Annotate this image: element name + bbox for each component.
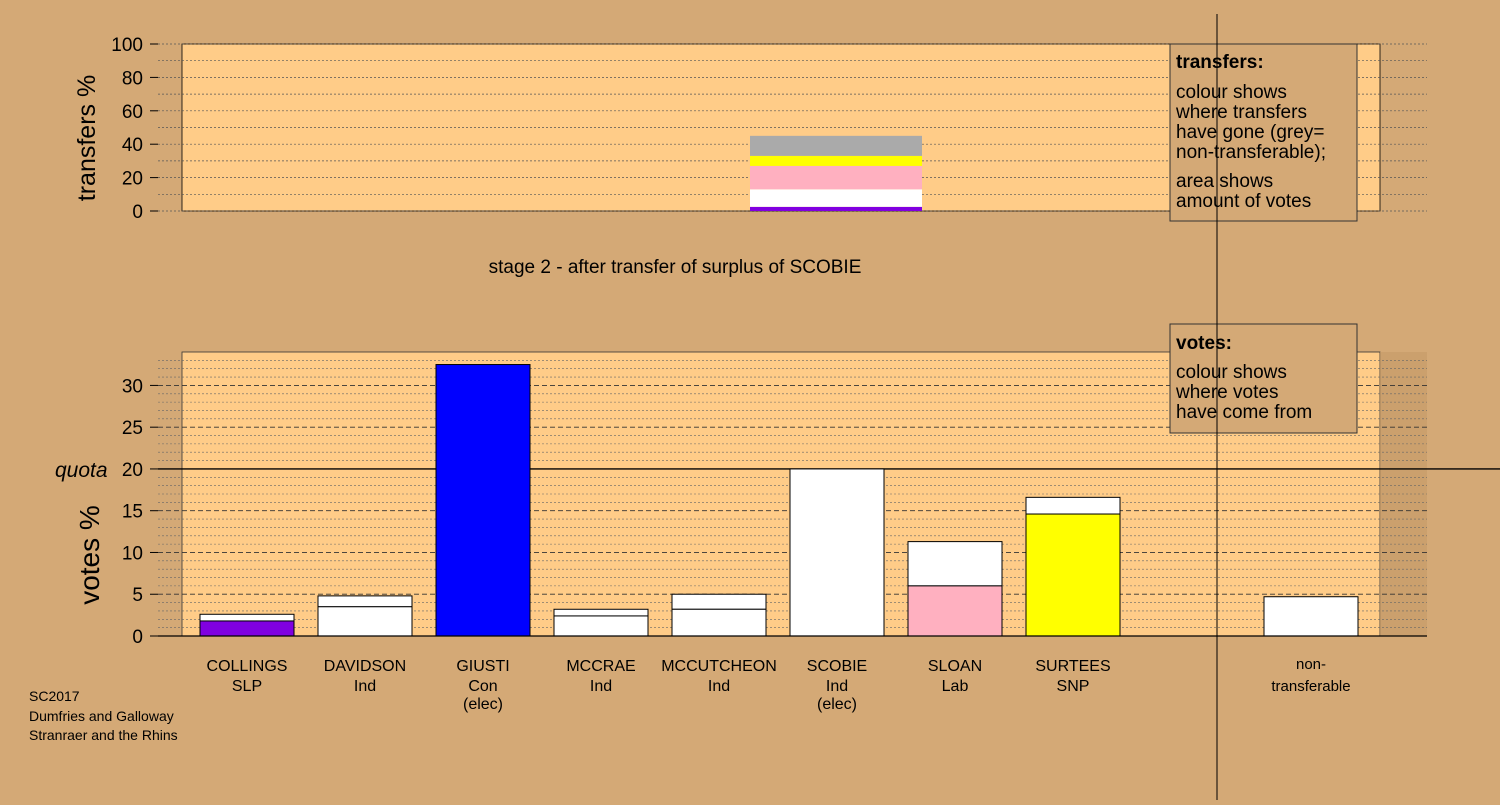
votes-legend-line: where votes	[1175, 382, 1278, 403]
transfers-y-tick-label: 100	[111, 35, 143, 56]
candidate-name-label: COLLINGS	[207, 658, 288, 675]
transfer-segment-grey	[750, 135, 922, 156]
candidate-name-label: GIUSTI	[456, 658, 509, 675]
vote-bar-first-pref-4	[671, 608, 767, 637]
transfer-segment-yellow	[750, 155, 922, 166]
candidate-name-label: SURTEES	[1035, 658, 1110, 675]
votes-legend-line: colour shows	[1176, 362, 1287, 383]
transfers-legend-line: area shows	[1176, 171, 1273, 192]
candidate-party-label: SLP	[232, 678, 262, 695]
stage-caption: stage 2 - after transfer of surplus of S…	[489, 257, 862, 278]
candidate-name-label: SLOAN	[928, 658, 982, 675]
transfers-legend-line: where transfers	[1175, 102, 1307, 123]
candidate-party-label: Ind	[708, 678, 730, 695]
candidate-party-label: Ind	[826, 678, 848, 695]
transfers-legend-title: transfers:	[1176, 52, 1264, 73]
votes-y-tick-label: 0	[132, 627, 143, 648]
votes-legend-box	[1169, 323, 1358, 434]
vote-bar-first-pref-7	[1025, 513, 1121, 637]
transfers-y-tick-label: 20	[122, 169, 143, 190]
quota-label: quota	[55, 459, 108, 482]
transfers-y-tick-label: 60	[122, 102, 143, 123]
candidate-name-label: MCCRAE	[566, 658, 635, 675]
footer-ward: Stranraer and the Rhins	[29, 727, 178, 743]
vote-bar-first-pref-6	[907, 585, 1003, 637]
votes-y-tick-label: 10	[122, 543, 143, 564]
transfers-legend-line: have gone (grey=	[1176, 122, 1324, 143]
votes-y-axis-label: votes %	[74, 505, 105, 605]
candidate-name-label: DAVIDSON	[324, 658, 406, 675]
transfers-legend-box	[1169, 43, 1358, 222]
vote-bar-first-pref-3	[553, 615, 649, 637]
candidate-elected-label: (elec)	[817, 696, 857, 713]
candidate-party-label: Ind	[590, 678, 612, 695]
vote-bar-first-pref-2	[435, 364, 531, 637]
transfers-y-tick-label: 80	[122, 68, 143, 89]
transfer-segment-white	[750, 189, 922, 207]
nontransferable-bar	[1263, 596, 1359, 637]
quota-value-label: 20	[122, 460, 143, 481]
candidate-party-label: Con	[468, 678, 497, 695]
vote-bar-transfer-4	[671, 593, 767, 610]
candidate-party-label: SNP	[1057, 678, 1090, 695]
transfer-segment-purple	[750, 206, 922, 211]
votes-y-tick-label: 5	[132, 585, 143, 606]
vote-bar-transfer-7	[1025, 496, 1121, 515]
transfers-legend-line: non-transferable);	[1176, 142, 1326, 163]
transfers-y-axis-label: transfers %	[73, 75, 101, 201]
candidate-name-label: SCOBIE	[807, 658, 867, 675]
votes-legend-line: have come from	[1176, 402, 1312, 423]
votes-y-tick-label: 30	[122, 376, 143, 397]
votes-y-tick-label: 25	[122, 418, 143, 439]
nontransferable-label: non-	[1296, 656, 1326, 673]
transfers-y-tick-label: 40	[122, 135, 143, 156]
vote-bar-first-pref-1	[317, 606, 413, 637]
vote-bar-first-pref-5	[789, 468, 885, 637]
vote-bar-transfer-3	[553, 608, 649, 617]
votes-y-tick-label: 15	[122, 502, 143, 523]
transfers-y-tick-label: 0	[132, 202, 143, 223]
vote-bar-transfer-6	[907, 541, 1003, 587]
candidate-party-label: Ind	[354, 678, 376, 695]
votes-legend-title: votes:	[1176, 333, 1232, 354]
vote-bar-transfer-0	[199, 613, 295, 622]
vote-bar-transfer-1	[317, 595, 413, 608]
transfers-legend-line: amount of votes	[1176, 191, 1311, 212]
nontransferable-label: transferable	[1271, 678, 1350, 695]
transfer-segment-pink	[750, 165, 922, 190]
candidate-elected-label: (elec)	[463, 696, 503, 713]
vote-bar-first-pref-0	[199, 620, 295, 637]
candidate-name-label: MCCUTCHEON	[661, 658, 777, 675]
footer-council: Dumfries and Galloway	[29, 708, 174, 724]
footer-election: SC2017	[29, 688, 80, 704]
candidate-party-label: Lab	[942, 678, 969, 695]
transfers-legend-line: colour shows	[1176, 82, 1287, 103]
